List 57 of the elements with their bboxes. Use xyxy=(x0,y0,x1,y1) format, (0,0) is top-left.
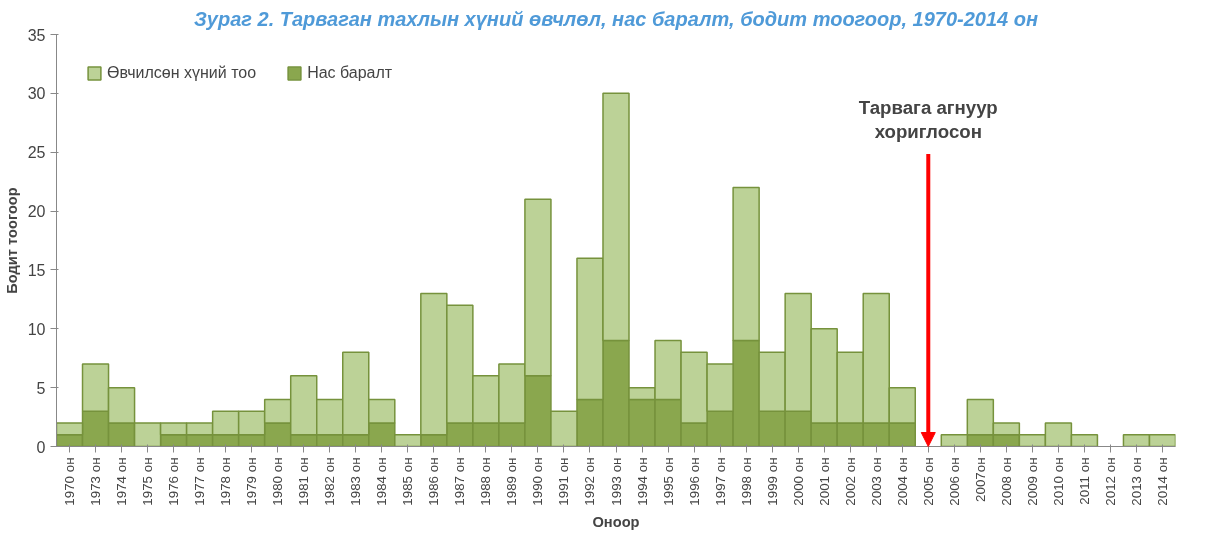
x-tick-label: 2001 он xyxy=(816,457,832,506)
x-tick-label: 1984 он xyxy=(374,457,390,506)
x-tick-label: 1980 он xyxy=(270,457,286,506)
x-tick-label: 2012 он xyxy=(1102,457,1118,506)
x-axis-title: Оноор xyxy=(592,513,640,530)
x-tick-label: 1986 он xyxy=(426,457,442,506)
x-tick-label: 1994 он xyxy=(634,457,650,506)
y-tick-label: 20 xyxy=(27,203,46,221)
x-tick-label: 1985 он xyxy=(400,457,416,506)
x-tick-label: 2008 он xyxy=(998,457,1014,506)
x-tick-label: 1974 он xyxy=(114,457,130,506)
x-tick-label: 2000 он xyxy=(790,457,806,506)
y-tick-label: 10 xyxy=(27,320,46,338)
x-tick-label: 2013 он xyxy=(1128,457,1144,506)
x-tick-label: 2003 он xyxy=(868,457,884,506)
x-tick-label: 1987 он xyxy=(452,457,468,506)
x-tick-label: 1977 он xyxy=(192,457,208,506)
x-tick-label: 1973 он xyxy=(88,457,104,506)
x-tick-label: 1989 он xyxy=(504,457,520,506)
x-tick-label: 1999 он xyxy=(764,457,780,506)
x-tick-label: 1992 он xyxy=(582,457,598,506)
x-tick-label: 1998 он xyxy=(738,457,754,506)
x-tick-label: 2014 он xyxy=(1154,457,1170,506)
x-tick-label: 2007он xyxy=(972,457,988,502)
x-tick-label: 1970 он xyxy=(62,457,78,506)
x-tick-label: 2011 он xyxy=(1076,457,1092,505)
x-tick-label: 1993 он xyxy=(608,457,624,506)
x-tick-label: 1991 он xyxy=(556,457,572,506)
x-tick-label: 2006 он xyxy=(946,457,962,506)
x-tick-label: 2005 он xyxy=(920,457,936,506)
legend-label: Нас баралт xyxy=(307,64,393,82)
x-tick-label: 1990 он xyxy=(530,457,546,506)
y-tick-label: 5 xyxy=(36,379,46,397)
x-tick-label: 1979 он xyxy=(244,457,260,506)
y-tick-label: 0 xyxy=(36,438,46,456)
x-tick-label: 2009 он xyxy=(1024,457,1040,506)
x-tick-label: 1981 он xyxy=(296,457,312,506)
y-axis-title: Бодит тоогоор xyxy=(3,187,20,294)
x-tick-label: 1975 он xyxy=(140,457,156,506)
y-tick-label: 30 xyxy=(27,85,46,103)
x-tick-label: 1982 он xyxy=(322,457,338,506)
x-tick-label: 1976 он xyxy=(166,457,182,506)
x-tick-label: 1988 он xyxy=(478,457,494,506)
x-tick-label: 1983 он xyxy=(348,457,364,506)
y-tick-label: 25 xyxy=(27,144,46,162)
x-tick-label: 1995 он xyxy=(660,457,676,506)
x-tick-label: 1997 он xyxy=(712,457,728,506)
legend-label: Өвчилсөн хүний тоо xyxy=(107,64,257,82)
x-tick-label: 2004 он xyxy=(894,457,910,506)
y-tick-label: 15 xyxy=(27,261,46,279)
y-tick-label: 35 xyxy=(27,26,46,44)
x-tick-label: 2010 он xyxy=(1050,457,1066,506)
x-tick-label: 1978 он xyxy=(218,457,234,506)
chart-title: Зураг 2. Тарваган тахлын хүний өвчлөл, нас баралт, бодит тоогоор, 1970-2014 он xyxy=(193,7,1039,30)
annotation: Тарвага агнуур хориглосон xyxy=(858,96,998,142)
x-tick-label: 1996 он xyxy=(686,457,702,506)
x-tick-label: 2002 он xyxy=(842,457,858,506)
